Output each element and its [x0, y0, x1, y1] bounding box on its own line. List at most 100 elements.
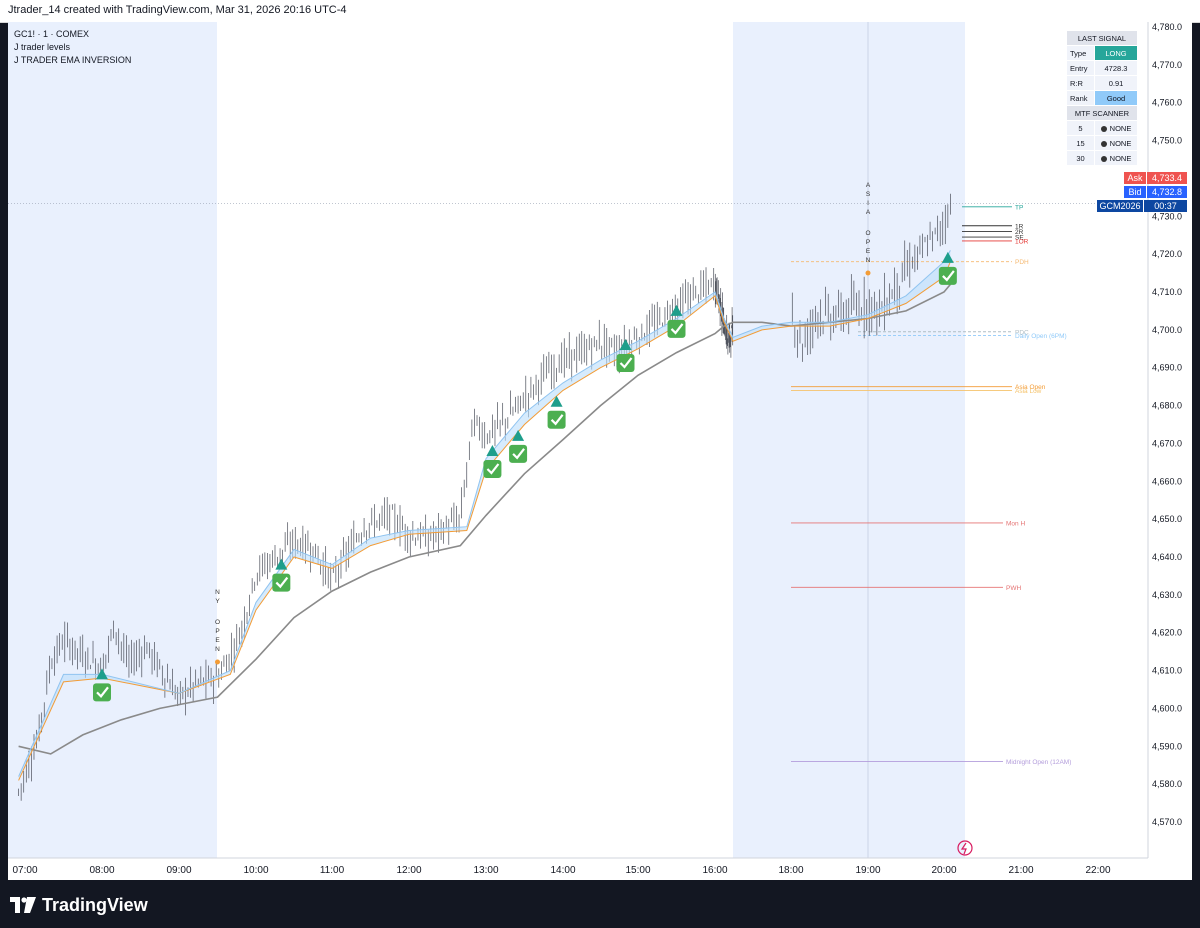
- price-tick-label: 4,630.0: [1152, 590, 1182, 600]
- up-arrow-icon: [550, 395, 563, 407]
- session-marker-icon: [865, 270, 871, 276]
- time-tick-label: 11:00: [320, 865, 345, 876]
- check-icon: [667, 319, 686, 338]
- price-tick-label: 4,700.0: [1152, 325, 1182, 335]
- status-dot-icon: [1100, 155, 1107, 162]
- signal-panel-title: LAST SIGNAL: [1066, 30, 1138, 46]
- ema-mid-line: [18, 261, 951, 781]
- ask-label: Ask: [1124, 172, 1146, 184]
- price-tick-label: 4,670.0: [1152, 438, 1182, 448]
- tradingview-logo-icon: [10, 897, 36, 913]
- rank-label: Rank: [1066, 90, 1095, 106]
- time-tick-label: 22:00: [1085, 865, 1110, 876]
- rank-value: Good: [1093, 90, 1139, 106]
- level-label: Midnight Open (12AM): [1006, 759, 1071, 766]
- session-label-char: O: [865, 230, 870, 237]
- mtf-status: NONE: [1093, 120, 1139, 136]
- time-tick-label: 18:00: [778, 865, 803, 876]
- price-tick-label: 4,620.0: [1152, 628, 1182, 638]
- session-label-char: N: [866, 257, 871, 264]
- time-axis[interactable]: 07:00 08:00 09:00 10:00 11:00 12:00 13:00 14:00…: [8, 857, 1148, 876]
- up-arrow-icon: [941, 251, 954, 263]
- up-arrow-icon: [619, 339, 632, 350]
- footer-bar: [0, 880, 1200, 928]
- type-label: Type: [1066, 45, 1095, 61]
- indicator-ema-label[interactable]: J TRADER EMA INVERSION: [14, 55, 132, 65]
- price-tick-label: 4,720.0: [1152, 249, 1182, 259]
- time-tick-label: 09:00: [166, 865, 191, 876]
- level-label: Asia Low: [1015, 388, 1042, 395]
- price-tick-label: 4,780.0: [1152, 22, 1182, 32]
- level-label: TP: [1015, 204, 1023, 211]
- check-mark: [512, 448, 525, 460]
- ema-fast-line: [18, 250, 951, 777]
- rr-label: R:R: [1066, 75, 1095, 91]
- price-tick-label: 4,680.0: [1152, 401, 1182, 411]
- level-label: Mon H: [1006, 520, 1025, 527]
- up-arrow-icon: [96, 668, 108, 680]
- session-label-char: N: [215, 646, 220, 653]
- chart-legend: GC1! · 1 · COMEX J trader levels J TRADE…: [14, 28, 131, 67]
- time-tick-label: 13:00: [473, 865, 498, 876]
- lightning-bolt: [960, 842, 967, 855]
- entry-label: Entry: [1066, 60, 1095, 76]
- time-tick-label: 12:00: [396, 865, 421, 876]
- time-tick-label: 20:00: [931, 865, 956, 876]
- check-mark: [942, 270, 955, 282]
- price-tick-label: 4,590.0: [1152, 741, 1182, 751]
- session-shade-premarket: [8, 22, 217, 858]
- ema-slow-line: [18, 283, 952, 755]
- rr-value: 0.91: [1093, 75, 1139, 91]
- ema-lines: [18, 250, 952, 781]
- session-label-char: P: [215, 628, 219, 635]
- session-marker-icon: [215, 659, 220, 665]
- level-label: SE: [1015, 235, 1024, 242]
- mtf-status: NONE: [1093, 135, 1139, 151]
- session-label-char: A: [866, 182, 871, 189]
- session-shading: [8, 22, 965, 858]
- check-icon: [547, 410, 566, 429]
- session-label-char: I: [867, 200, 869, 207]
- mtf-title: MTF SCANNER: [1066, 105, 1138, 121]
- check-mark: [275, 576, 289, 589]
- brand-text: TradingView: [42, 894, 148, 915]
- session-label-char: O: [215, 619, 220, 626]
- check-icon: [938, 266, 957, 285]
- price-axis[interactable]: 4,570.0 4,580.0 4,590.0 4,600.0 4,610.0 4,620…: [1147, 22, 1182, 858]
- price-tick-label: 4,770.0: [1152, 60, 1182, 70]
- entry-value: 4728.3: [1093, 60, 1139, 76]
- session-label-char: S: [866, 191, 871, 198]
- tradingview-logo[interactable]: TradingView: [10, 894, 148, 916]
- status-dot-icon: [1100, 125, 1107, 132]
- time-tick-label: 08:00: [89, 865, 114, 876]
- check-mark: [619, 357, 633, 369]
- price-tick-label: 4,640.0: [1152, 552, 1182, 562]
- session-label-char: N: [215, 589, 220, 596]
- check-icon: [272, 573, 291, 592]
- session-shade-asia: [733, 22, 965, 858]
- session-label-char: E: [215, 637, 220, 644]
- indicator-levels-label[interactable]: J trader levels: [14, 42, 71, 52]
- price-tick-label: 4,730.0: [1152, 211, 1182, 221]
- status-dot-icon: [1100, 140, 1107, 147]
- session-label-char: P: [866, 239, 870, 246]
- price-tick-label: 4,650.0: [1152, 514, 1182, 524]
- mtf-status: NONE: [1093, 150, 1139, 166]
- up-arrow-icon: [512, 429, 525, 441]
- price-tick-label: 4,570.0: [1152, 817, 1182, 827]
- time-tick-label: 10:00: [243, 865, 268, 876]
- price-tick-label: 4,750.0: [1152, 136, 1182, 146]
- symbol-tag: GCM2026: [1097, 200, 1143, 212]
- level-label: Daily Open (6PM): [1015, 333, 1067, 340]
- symbol-label[interactable]: GC1! · 1 · COMEX: [14, 29, 90, 39]
- bid-label: Bid: [1124, 186, 1146, 198]
- check-mark: [96, 686, 109, 699]
- level-label: PDC: [1015, 329, 1029, 336]
- signal-markers: [93, 251, 957, 702]
- mtf-tf: 5: [1066, 120, 1095, 136]
- price-tick-label: 4,690.0: [1152, 363, 1182, 373]
- signal-panel: LAST SIGNAL Type LONG Entry 4728.3 R:R 0.91…: [1066, 30, 1139, 166]
- price-tick-label: 4,610.0: [1152, 666, 1182, 676]
